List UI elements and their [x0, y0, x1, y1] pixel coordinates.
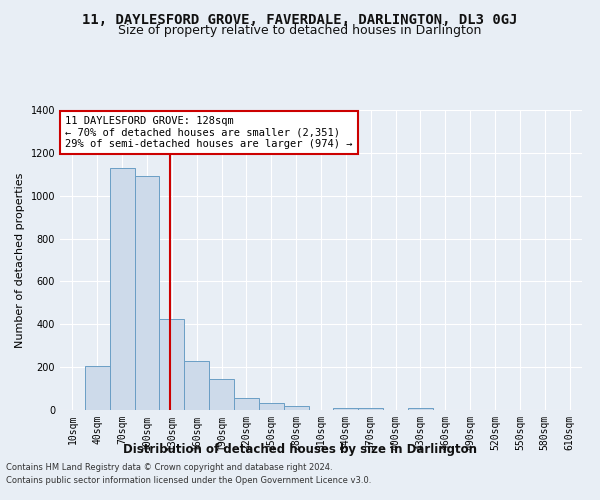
- Text: Distribution of detached houses by size in Darlington: Distribution of detached houses by size …: [123, 442, 477, 456]
- Text: Contains public sector information licensed under the Open Government Licence v3: Contains public sector information licen…: [6, 476, 371, 485]
- Bar: [209, 379, 234, 410]
- Bar: [85, 366, 110, 410]
- Text: 11 DAYLESFORD GROVE: 128sqm
← 70% of detached houses are smaller (2,351)
29% of : 11 DAYLESFORD GROVE: 128sqm ← 70% of det…: [65, 116, 353, 149]
- Bar: [234, 398, 259, 410]
- Bar: [334, 408, 358, 410]
- Y-axis label: Number of detached properties: Number of detached properties: [15, 172, 25, 348]
- Bar: [184, 360, 209, 410]
- Bar: [358, 408, 383, 410]
- Text: Contains HM Land Registry data © Crown copyright and database right 2024.: Contains HM Land Registry data © Crown c…: [6, 464, 332, 472]
- Bar: [259, 402, 284, 410]
- Text: 11, DAYLESFORD GROVE, FAVERDALE, DARLINGTON, DL3 0GJ: 11, DAYLESFORD GROVE, FAVERDALE, DARLING…: [82, 12, 518, 26]
- Bar: [408, 408, 433, 410]
- Bar: [134, 176, 160, 410]
- Text: Size of property relative to detached houses in Darlington: Size of property relative to detached ho…: [118, 24, 482, 37]
- Bar: [110, 168, 134, 410]
- Bar: [160, 319, 184, 410]
- Bar: [284, 406, 308, 410]
